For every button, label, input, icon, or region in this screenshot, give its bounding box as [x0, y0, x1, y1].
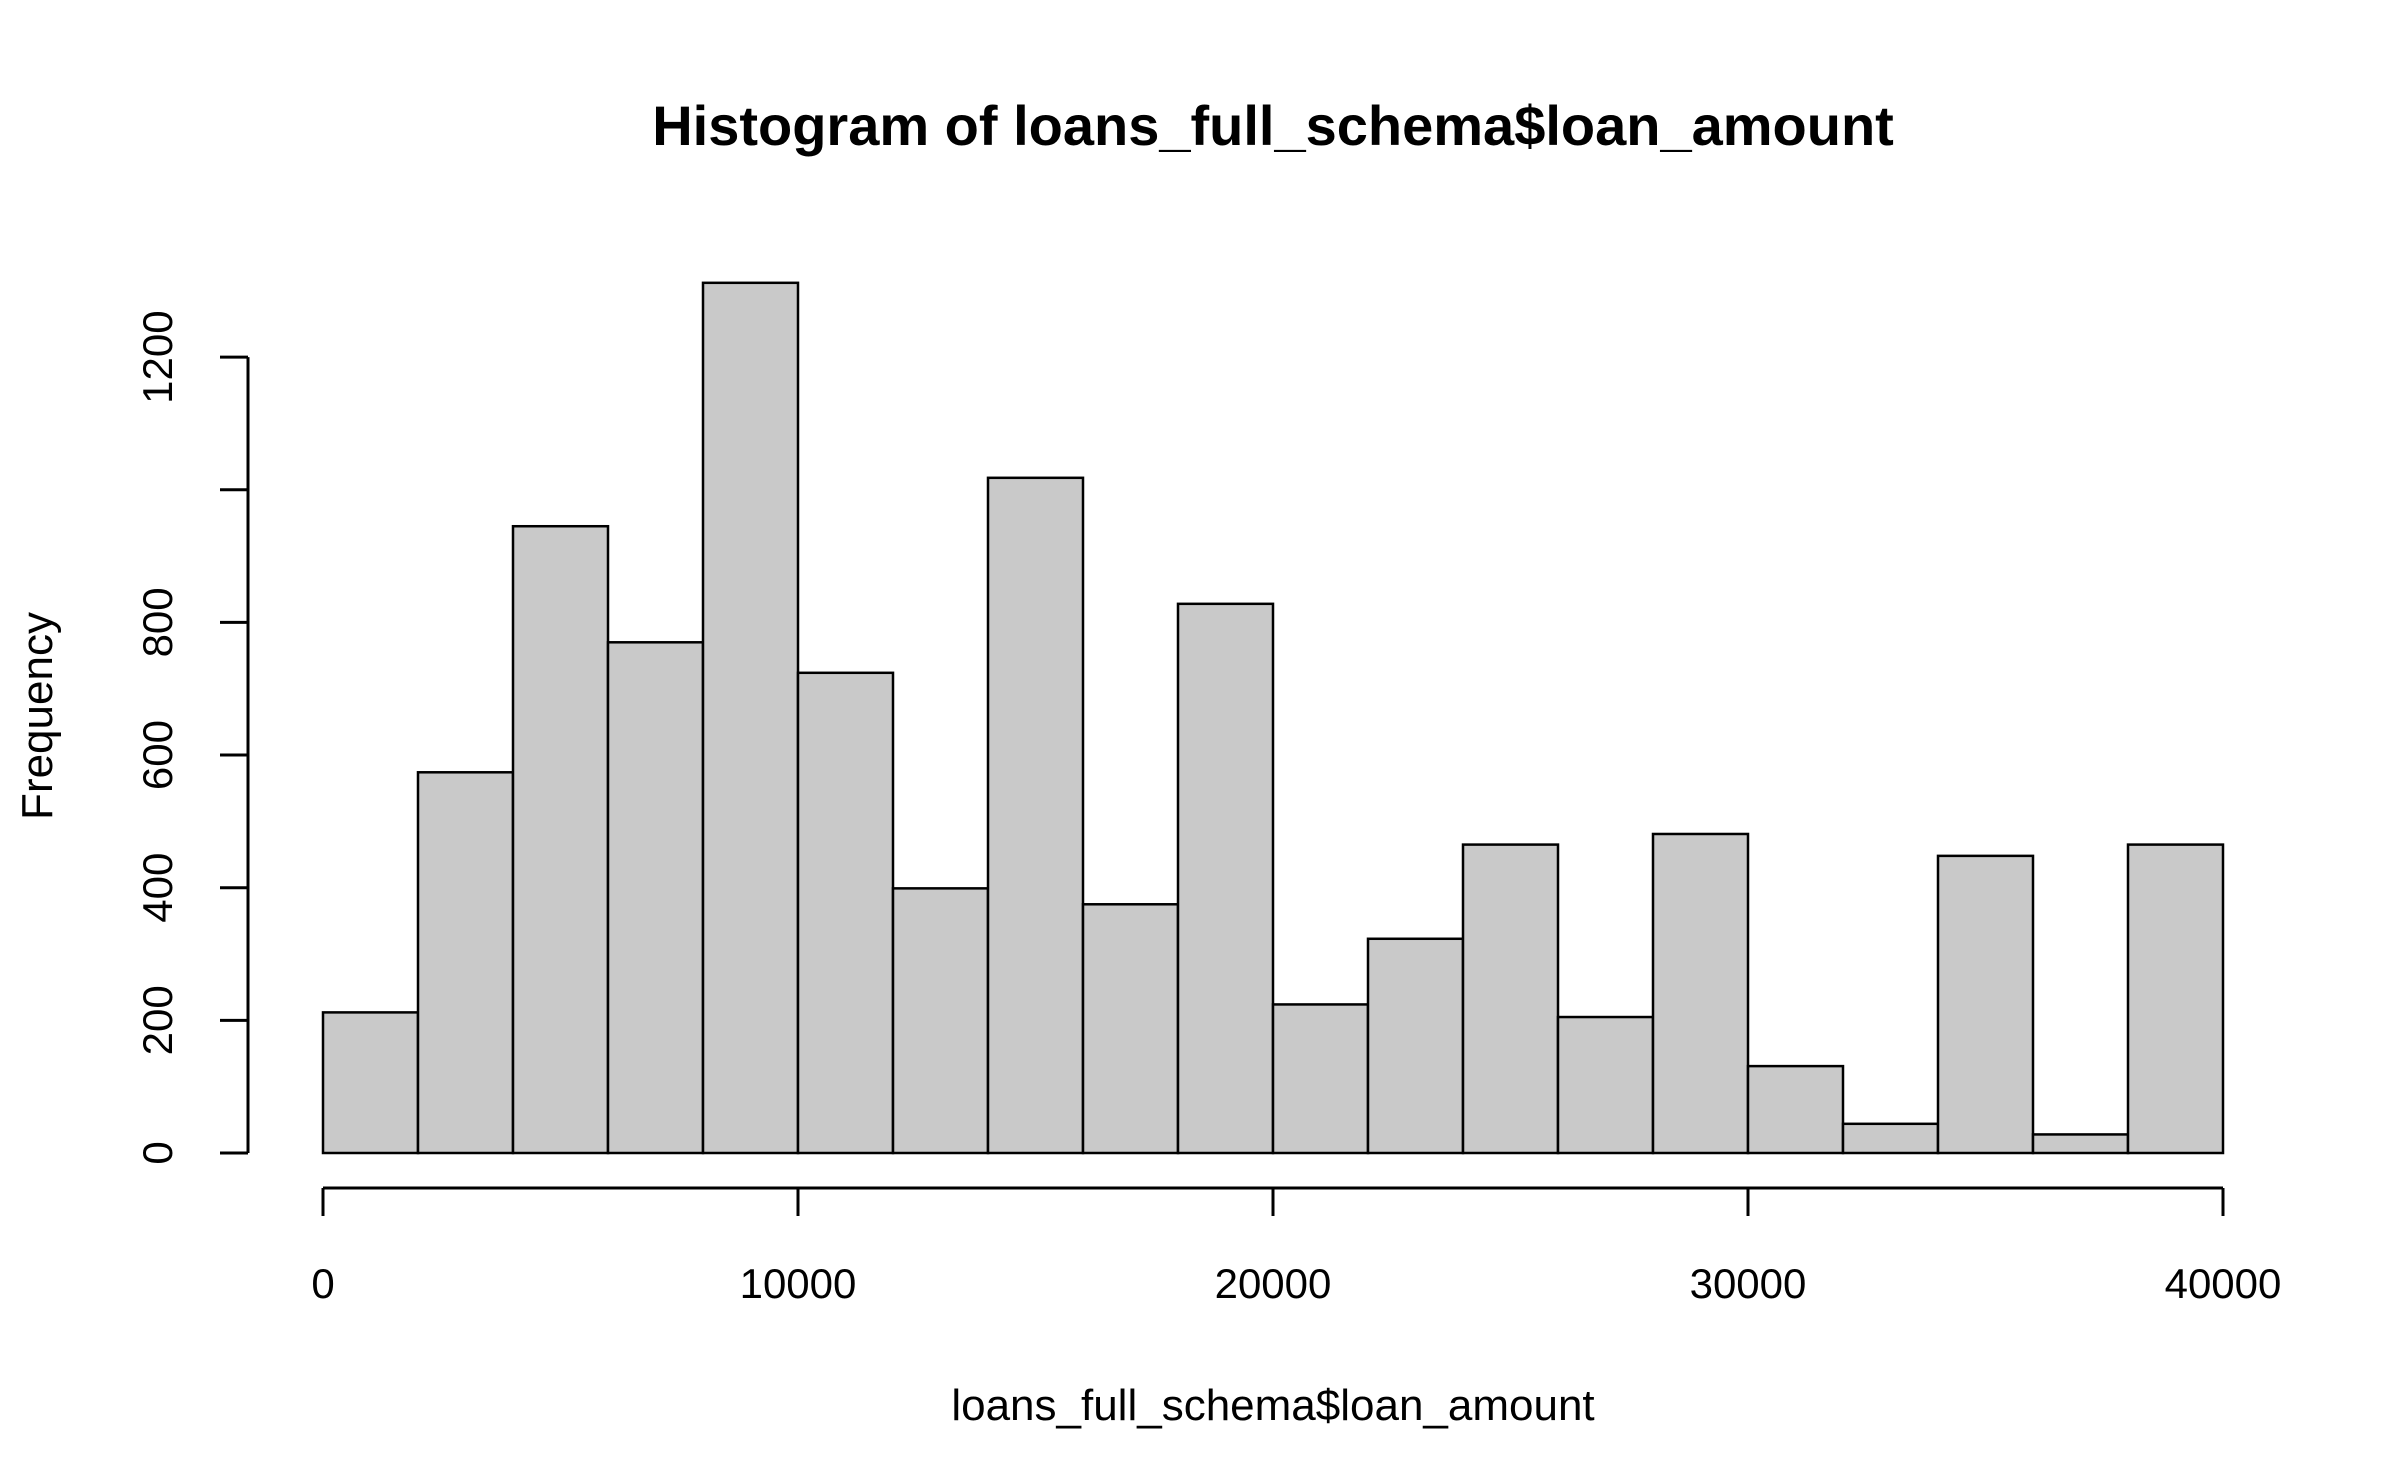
x-tick-label-4: 40000 [2165, 1260, 2282, 1307]
bars-group [321, 281, 2225, 1155]
histogram-bar-10 [1271, 1003, 1370, 1155]
y-tick-label-6: 1200 [134, 310, 181, 403]
histogram-bar-7 [986, 476, 1085, 1155]
histogram-bar-11 [1366, 937, 1465, 1155]
histogram-bar-15 [1746, 1064, 1845, 1155]
histogram-bar-6 [891, 887, 990, 1155]
histogram-bar-2 [511, 524, 610, 1155]
histogram-bar-4 [701, 281, 800, 1155]
histogram-bar-3 [606, 641, 705, 1155]
x-tick-label-0: 0 [311, 1260, 334, 1307]
y-tick-label-3: 600 [134, 720, 181, 790]
histogram-bar-12 [1461, 843, 1560, 1155]
histogram-bar-16 [1841, 1122, 1940, 1155]
x-tick-label-2: 20000 [1215, 1260, 1332, 1307]
histogram-bar-14 [1651, 832, 1750, 1155]
x-tick-label-3: 30000 [1690, 1260, 1807, 1307]
y-tick-label-2: 400 [134, 853, 181, 923]
histogram-bar-9 [1176, 602, 1275, 1155]
histogram-bar-0 [321, 1011, 420, 1155]
y-axis-label: Frequency [13, 612, 62, 820]
histogram-bar-8 [1081, 903, 1180, 1155]
histogram-bar-1 [416, 771, 515, 1155]
y-axis: 0 200 400 600 800 1200 [134, 310, 250, 1165]
y-tick-label-1: 200 [134, 985, 181, 1055]
histogram-bar-13 [1556, 1015, 1655, 1155]
histogram-bar-5 [796, 671, 895, 1155]
x-axis-label: loans_full_schema$loan_amount [951, 1381, 1594, 1430]
histogram-bar-17 [1936, 854, 2035, 1155]
chart-title: Histogram of loans_full_schema$loan_amou… [652, 94, 1894, 157]
y-tick-label-4: 800 [134, 587, 181, 657]
histogram-bar-18 [2031, 1133, 2130, 1155]
y-tick-label-0: 0 [134, 1141, 181, 1164]
x-axis: 0 10000 20000 30000 40000 [311, 1186, 2282, 1307]
histogram-bar-19 [2126, 843, 2225, 1155]
x-tick-label-1: 10000 [740, 1260, 857, 1307]
